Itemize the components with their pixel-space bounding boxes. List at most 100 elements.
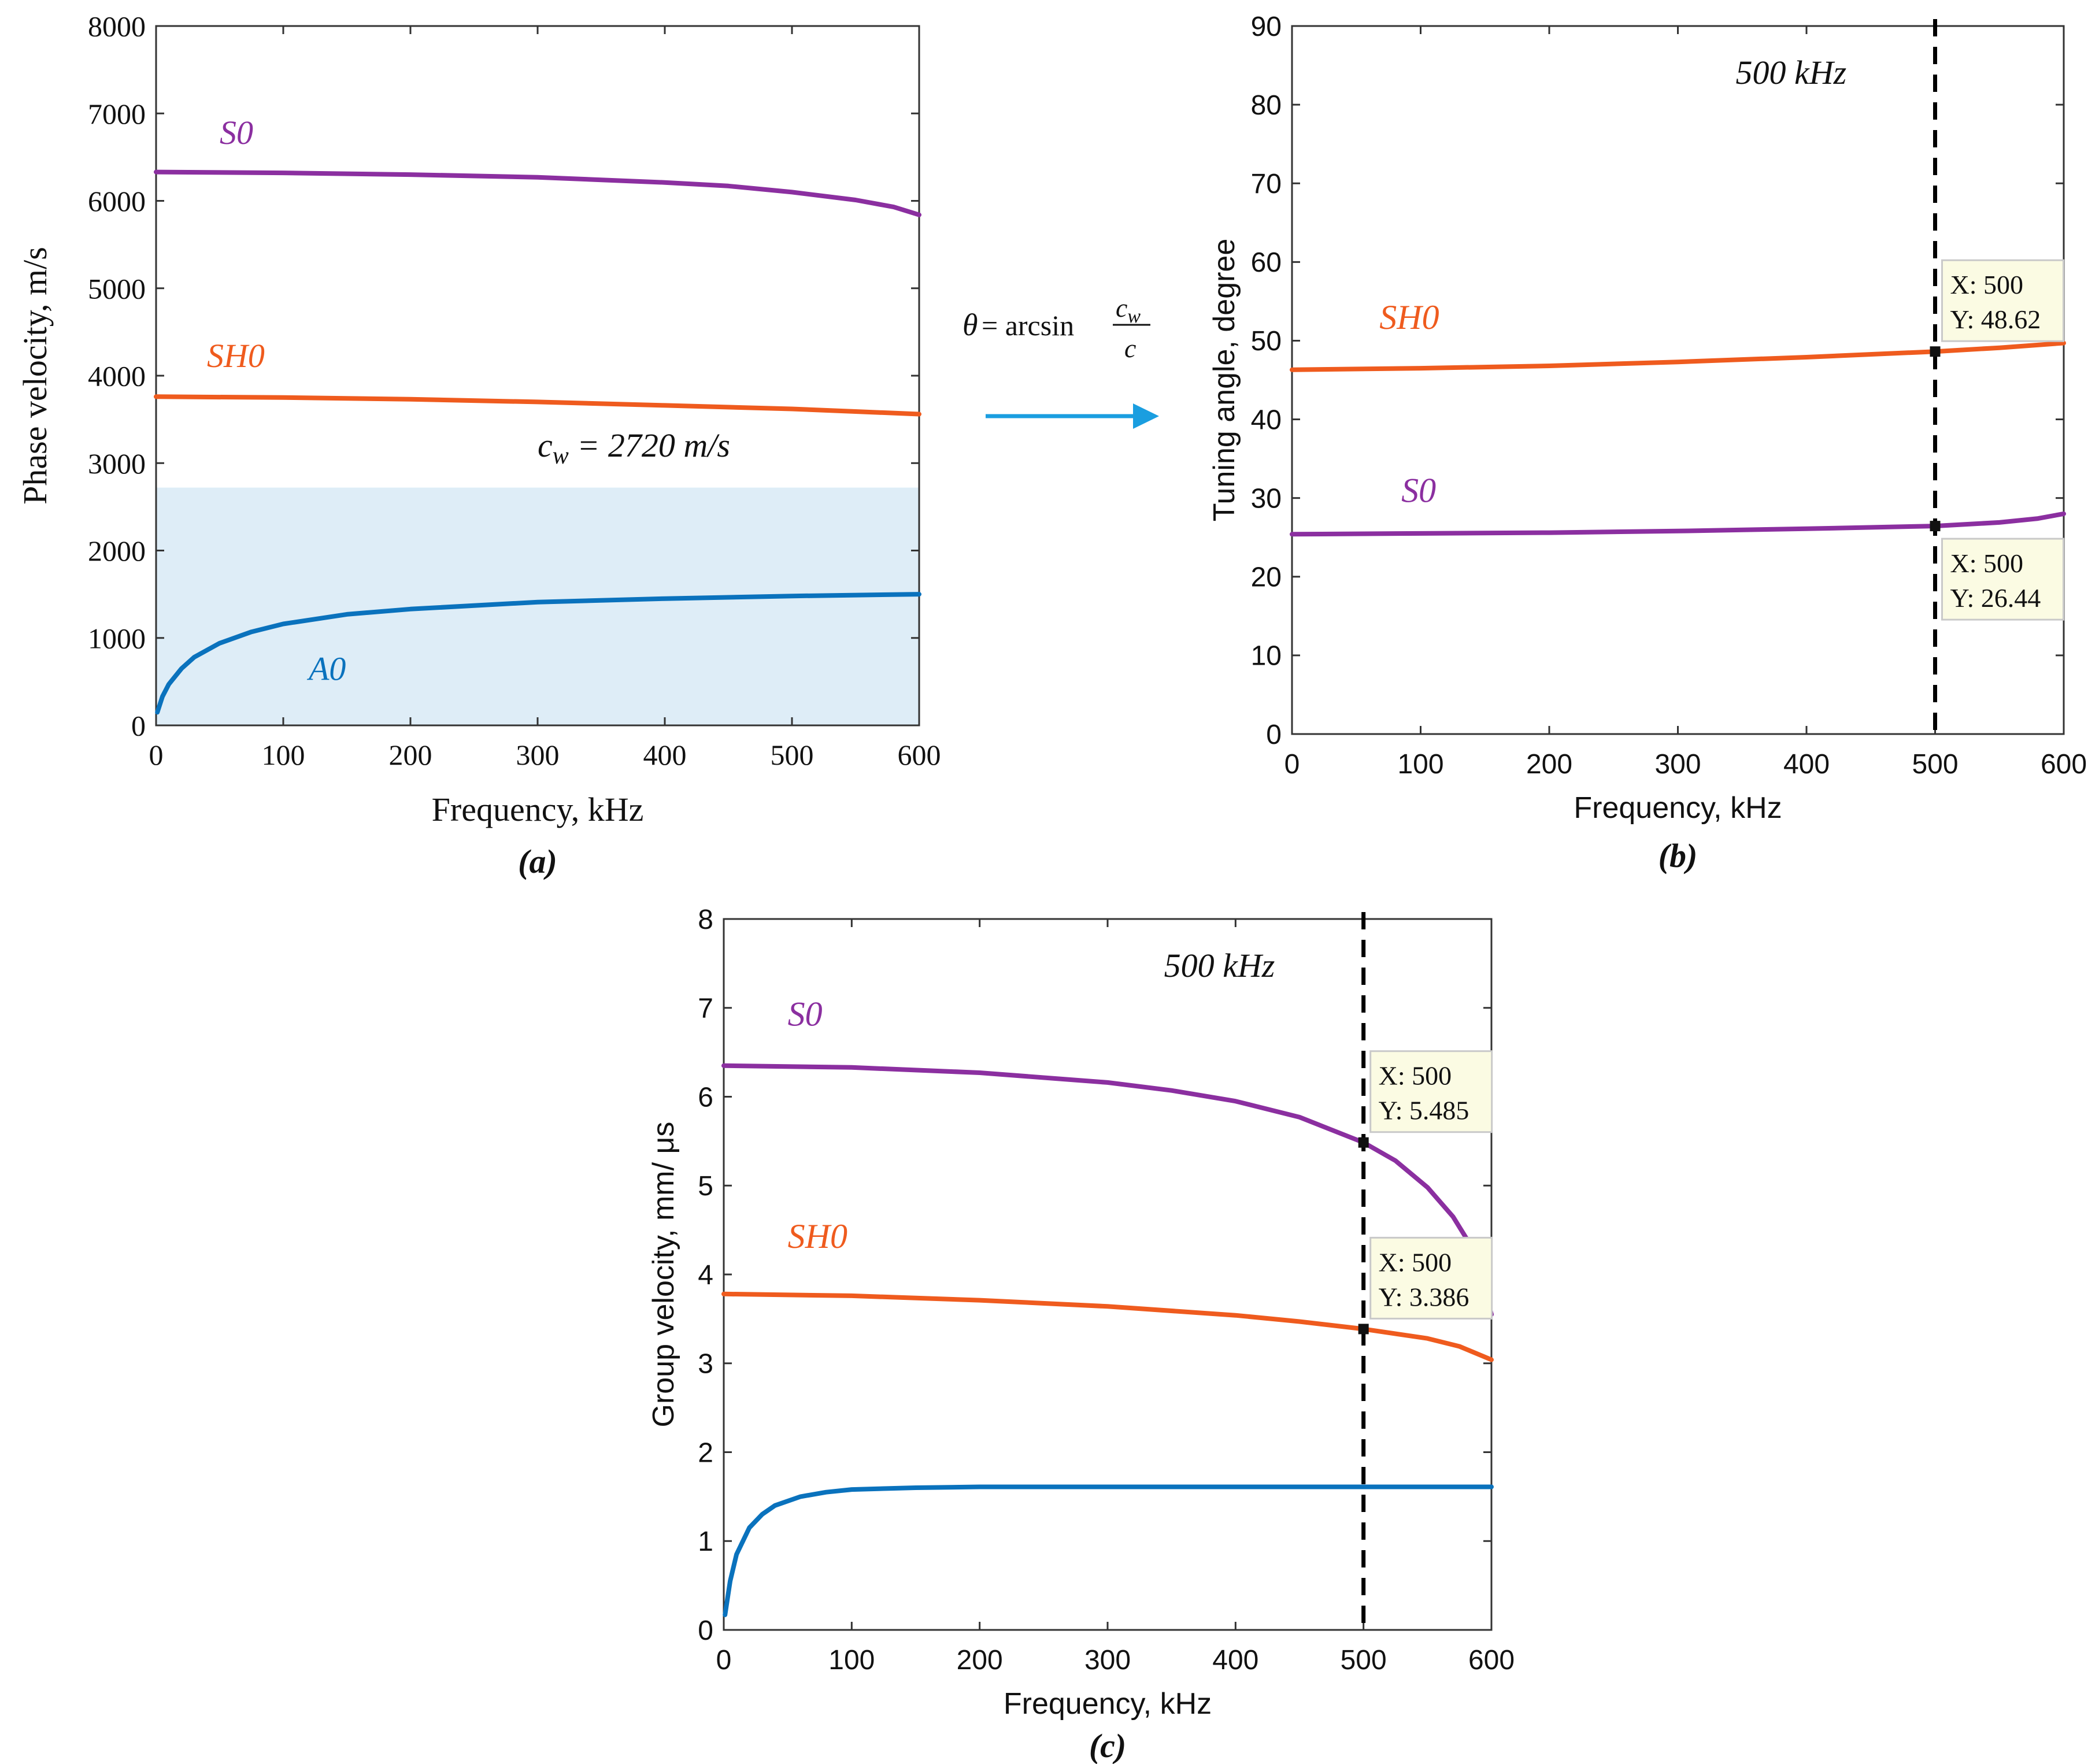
datatip-y: Y: 48.62 — [1950, 305, 2041, 334]
x-tick-label: 500 — [1912, 749, 1958, 780]
y-tick-label: 8000 — [88, 10, 146, 43]
formula-denominator: c — [1124, 333, 1136, 363]
y-tick-label: 6 — [698, 1082, 713, 1113]
y-axis-label: Phase velocity, m/s — [16, 247, 54, 505]
datatip-box — [1369, 1236, 1493, 1320]
vline-label: 500 kHz — [1736, 54, 1847, 91]
datatip-box — [1369, 1050, 1493, 1133]
x-tick-label: 200 — [389, 739, 432, 771]
y-tick-label: 70 — [1251, 169, 1282, 199]
y-tick-label: 8 — [698, 905, 713, 935]
panel-label: (a) — [518, 843, 557, 880]
x-axis-label: Frequency, kHz — [432, 791, 644, 828]
y-tick-label: 3000 — [88, 447, 146, 480]
datatip-x: X: 500 — [1950, 549, 2024, 578]
formula-numerator-c: c — [1116, 293, 1127, 323]
x-tick-label: 0 — [149, 739, 164, 771]
formula-theta: θ — [962, 307, 978, 342]
y-tick-label: 90 — [1251, 12, 1282, 42]
series-label-s0: S0 — [220, 114, 253, 151]
y-tick-label: 3 — [698, 1349, 713, 1380]
x-tick-label: 300 — [516, 739, 560, 771]
x-tick-label: 500 — [1341, 1645, 1387, 1676]
series-line-s0 — [721, 1063, 1494, 1317]
y-tick-label: 5 — [698, 1171, 713, 1202]
y-tick-label: 40 — [1251, 405, 1282, 435]
series-line-s0 — [1290, 511, 2066, 537]
x-tick-label: 300 — [1654, 749, 1701, 780]
chart-b: 0 100 200 300 400 500 600 0 10 20 30 40 50 60 70 80 90 Fr… — [1208, 12, 2087, 874]
x-tick-label: 0 — [1284, 749, 1300, 780]
x-tick-label: 400 — [1783, 749, 1830, 780]
formula-numerator-sub: w — [1127, 306, 1141, 327]
series-label-s0: S0 — [1401, 471, 1436, 509]
cw-annotation-value: = 2720 m/s — [569, 427, 730, 464]
y-tick-label: 5000 — [88, 272, 146, 305]
y-tick-label: 80 — [1251, 90, 1282, 121]
x-tick-label: 400 — [643, 739, 687, 771]
chart-a: 0 100 200 300 400 500 6000 1000 2000 3000 4000 5000… — [16, 10, 941, 881]
y-tick-label: 4000 — [88, 360, 146, 392]
datatip-x: X: 500 — [1379, 1061, 1452, 1091]
y-tick-label: 30 — [1251, 483, 1282, 514]
datatip-x: X: 500 — [1950, 270, 2024, 299]
series-line-s0 — [154, 169, 921, 217]
datatip-y: Y: 26.44 — [1950, 583, 2041, 613]
x-tick-label: 0 — [716, 1645, 732, 1676]
datatip-box — [1941, 259, 2064, 342]
formula-numerator: cw — [1116, 293, 1141, 327]
x-tick-label: 400 — [1212, 1645, 1258, 1676]
panel-label: (b) — [1659, 837, 1698, 874]
y-axis-label: Group velocity, mm/ μs — [647, 1122, 680, 1428]
y-tick-label: 4 — [698, 1260, 713, 1291]
datatip-marker — [1358, 1324, 1369, 1335]
transform-formula: θ = arcsin cw c — [962, 293, 1150, 363]
x-axis-label: Frequency, kHz — [1574, 791, 1782, 825]
x-tick-label: 100 — [262, 739, 305, 771]
cw-annotation: cw = 2720 m/s — [538, 427, 730, 469]
y-tick-label: 0 — [1266, 720, 1282, 750]
x-tick-label: 600 — [1468, 1645, 1515, 1676]
formula-arcsin: = arcsin — [982, 309, 1074, 342]
vline-label: 500 kHz — [1164, 947, 1275, 984]
series-label-sh0: SH0 — [1379, 298, 1439, 336]
series-label-a0: A0 — [306, 650, 346, 687]
x-tick-label: 100 — [828, 1645, 875, 1676]
datatip-y: Y: 5.485 — [1379, 1096, 1469, 1125]
x-tick-label: 500 — [771, 739, 814, 771]
series-label-s0: S0 — [788, 995, 823, 1033]
y-tick-label: 7000 — [88, 98, 146, 130]
series-line-a0 — [723, 1484, 1494, 1617]
y-tick-label: 50 — [1251, 326, 1282, 357]
y-tick-label: 10 — [1251, 641, 1282, 672]
y-tick-label: 2 — [698, 1437, 713, 1468]
datatip-box — [1941, 538, 2064, 621]
datatip-y: Y: 3.386 — [1379, 1282, 1469, 1311]
datatip-marker — [1930, 346, 1941, 357]
x-tick-label: 200 — [957, 1645, 1003, 1676]
series-line-a0 — [155, 592, 921, 715]
y-tick-label: 1000 — [88, 622, 146, 654]
y-axis-label: Tuning angle, degree — [1208, 239, 1241, 522]
datatip-marker — [1358, 1137, 1369, 1148]
y-tick-label: 6000 — [88, 185, 146, 217]
series-line-sh0 — [154, 394, 921, 417]
datatip-x: X: 500 — [1379, 1247, 1452, 1277]
shaded-region — [156, 487, 919, 725]
y-tick-label: 2000 — [88, 535, 146, 567]
y-tick-label: 7 — [698, 994, 713, 1024]
y-tick-label: 0 — [131, 710, 146, 742]
x-tick-label: 100 — [1397, 749, 1443, 780]
cw-annotation-sub: w — [553, 443, 569, 469]
x-axis-label: Frequency, kHz — [1004, 1687, 1212, 1721]
series-line-sh0 — [1290, 340, 2066, 372]
datatip-marker — [1930, 521, 1941, 532]
panel-label: (c) — [1089, 1727, 1126, 1764]
cw-annotation-c: c — [538, 427, 553, 464]
series-label-sh0: SH0 — [207, 337, 265, 375]
arrow-head — [1133, 403, 1159, 429]
series-line-sh0 — [721, 1291, 1494, 1362]
transform-arrow — [986, 403, 1159, 429]
